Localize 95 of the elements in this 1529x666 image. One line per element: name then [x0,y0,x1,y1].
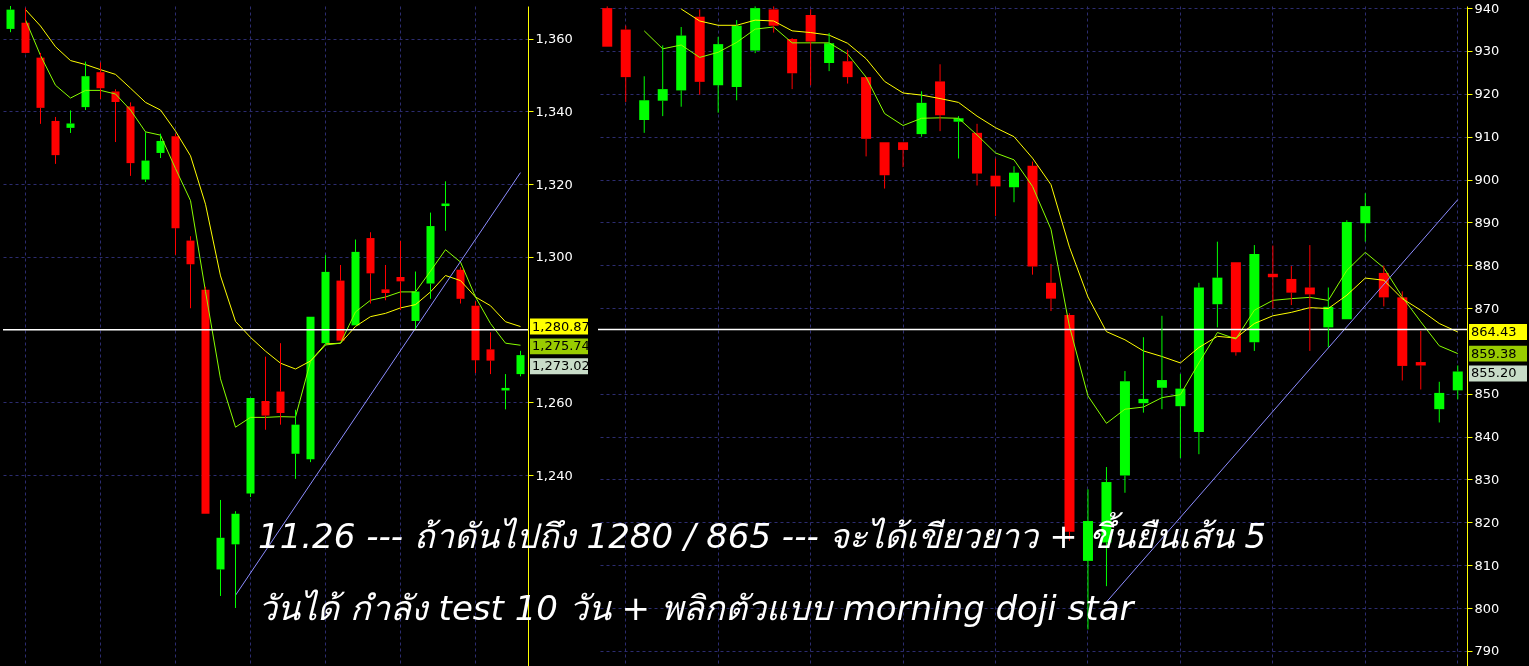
candlestick [306,316,315,463]
candlestick [1009,165,1020,203]
candlestick [246,398,255,498]
candlestick [486,331,495,375]
candlestick [1360,192,1371,243]
candlestick [96,61,105,100]
candlestick [411,271,420,330]
candlestick [824,32,835,72]
candlestick [676,26,687,108]
text: 1,275.74 [532,338,590,354]
candlestick [805,8,816,86]
candlestick [426,212,435,300]
y-tick-label: 930 [1474,43,1500,59]
text: 1,273.02 [532,358,590,374]
candlestick [396,240,405,311]
y-tick-label: 880 [1474,257,1500,273]
y-tick-label: 830 [1474,471,1500,487]
candlestick [351,239,360,326]
candlestick [916,90,927,138]
candlestick [1212,241,1223,328]
candlestick [1434,381,1445,423]
candlestick [1138,336,1149,414]
y-tick-label: 800 [1474,600,1500,616]
y-tick-label: 920 [1474,86,1500,102]
candlestick [1397,290,1408,381]
y-tick-label: 870 [1474,300,1500,316]
y-tick-label: 900 [1474,172,1500,188]
y-tick-label: 890 [1474,214,1500,230]
candlestick [1045,263,1056,312]
candlestick [694,8,705,96]
y-tick-label: 910 [1474,129,1500,145]
line-series [25,9,521,370]
y-tick-label: 810 [1474,557,1500,573]
candlestick [1286,265,1297,306]
candlestick [879,142,890,190]
candlestick [51,116,60,165]
candlestick [713,36,724,114]
candlestick [201,286,210,514]
candlestick [366,231,375,305]
y-tick-label: 1,320 [535,176,573,192]
candlestick [276,342,285,426]
candlestick [6,5,15,33]
y-tick-label: 1,340 [535,103,573,119]
y-tick-label: 790 [1474,643,1500,659]
y-tick-label: 940 [1474,0,1500,16]
candlestick [261,356,270,431]
candlestick [36,52,45,125]
candlestick [898,142,909,168]
line-series [680,8,1459,364]
candlestick [66,109,75,134]
candlestick [990,158,1001,217]
candlestick [381,264,390,301]
y-tick-label: 1,300 [535,249,573,265]
candlestick [321,254,330,346]
candlestick [787,38,798,90]
candlestick [1230,262,1241,357]
line-series [25,19,521,428]
y-tick-label: 1,360 [535,31,573,47]
candlestick [768,5,779,34]
candlestick [639,75,650,134]
y-tick-label: 1,260 [535,394,573,410]
candlestick [126,101,135,177]
y-tick-label: 840 [1474,429,1500,445]
candlestick [186,235,195,309]
candlestick [471,300,480,374]
candlestick [1193,282,1204,455]
text: 859.38 [1471,345,1517,361]
candlestick [1119,370,1130,494]
candlestick [972,123,983,187]
candlestick [620,25,631,103]
candlestick [156,133,165,159]
candlestick [1452,364,1463,400]
text: 864.43 [1471,323,1517,339]
y-tick-label: 1,240 [535,467,573,483]
candlestick [516,350,525,377]
candlestick [1156,315,1167,410]
candlestick [861,77,872,157]
candlestick [842,49,853,85]
candlestick [731,19,742,101]
candlestick [1027,161,1038,276]
y-tick-label: 850 [1474,386,1500,402]
candlestick [291,409,300,480]
candlestick [216,499,225,597]
candlestick [231,510,240,609]
candlestick [1323,287,1334,348]
candlestick [456,266,465,305]
candlestick [81,61,90,111]
candlestick [935,63,946,132]
text: 855.20 [1471,365,1517,381]
candlestick [602,5,613,47]
candlestick [1249,244,1260,352]
y-tick-label: 820 [1474,514,1500,530]
text: 1,280.87 [532,318,590,334]
candlestick [1341,219,1352,320]
candlestick [657,44,668,117]
